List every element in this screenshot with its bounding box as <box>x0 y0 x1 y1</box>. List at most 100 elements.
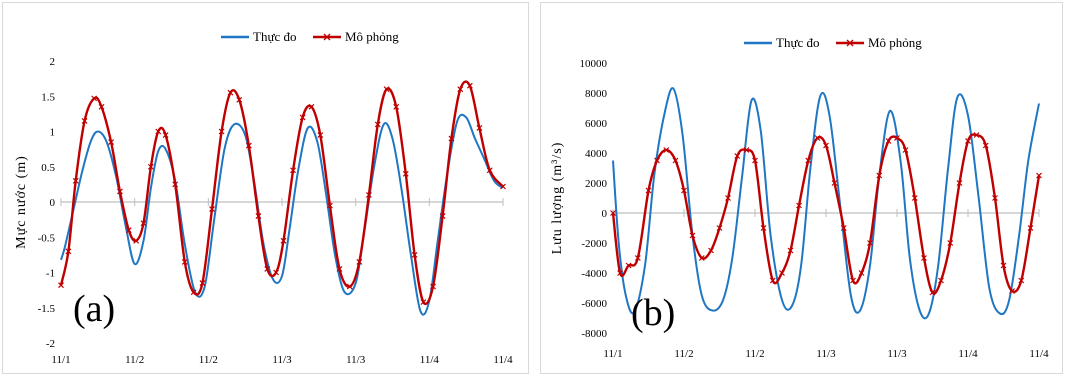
data-point-marker <box>336 266 343 272</box>
data-point-marker <box>911 195 918 201</box>
data-point-marker <box>858 270 865 276</box>
y-tick-label: 10000 <box>580 58 608 70</box>
data-point-marker <box>956 180 963 186</box>
data-point-marker <box>65 248 72 255</box>
data-point-marker <box>708 247 714 254</box>
x-tick-label: 11/3 <box>272 354 292 366</box>
data-point-marker <box>760 225 767 231</box>
data-point-marker <box>457 86 464 93</box>
x-tick-label: 11/2 <box>199 354 218 366</box>
y-tick-label: 0.5 <box>41 162 55 174</box>
data-point-marker <box>72 177 79 184</box>
legend: Thực đo Mô phỏng <box>744 35 922 50</box>
data-point-marker <box>420 299 427 306</box>
data-point-marker <box>280 237 287 244</box>
legend-label-measured: Thực đo <box>253 29 297 44</box>
data-point-marker <box>831 180 838 186</box>
data-point-marker <box>199 280 206 286</box>
data-point-marker <box>299 114 306 121</box>
y-tick-label: -2 <box>46 338 55 350</box>
data-point-marker <box>218 128 225 135</box>
data-point-marker <box>264 266 271 272</box>
y-tick-label: -0.5 <box>38 232 56 244</box>
data-point-marker <box>734 153 741 159</box>
data-point-marker <box>947 240 954 246</box>
legend: Thực đo Mô phỏng <box>221 29 399 44</box>
data-point-marker <box>743 147 750 153</box>
data-point-marker <box>681 187 687 194</box>
y-tick-label: -1.5 <box>38 303 56 315</box>
data-point-marker <box>973 132 980 138</box>
data-point-marker <box>383 86 390 93</box>
chart-panel-a: 2 1.5 1 0.5 0 -0.5 -1 -1.5 -2 11/1 11/2 11/2 11/3 11/… <box>2 2 529 374</box>
data-point-marker <box>155 128 162 135</box>
data-point-marker <box>147 163 154 170</box>
data-point-marker <box>393 103 400 110</box>
data-point-marker <box>885 138 892 144</box>
data-point-marker <box>346 283 353 290</box>
data-point-marker <box>1036 172 1042 179</box>
y-tick-label: -2000 <box>581 238 607 250</box>
data-point-marker <box>663 147 670 153</box>
data-point-marker <box>81 118 88 124</box>
data-point-marker <box>645 187 652 194</box>
data-point-marker <box>486 167 493 174</box>
x-tick-label: 11/3 <box>816 348 836 360</box>
x-tick-label: 11/4 <box>958 348 978 360</box>
series-line-measured <box>60 113 504 316</box>
data-point-marker <box>402 170 409 177</box>
data-point-marker <box>448 135 455 142</box>
data-point-marker <box>190 289 197 296</box>
data-point-marker <box>921 255 927 261</box>
y-tick-label: 2 <box>50 56 56 68</box>
data-point-marker <box>610 210 616 216</box>
data-point-marker <box>814 135 821 141</box>
chart-a-svg: 2 1.5 1 0.5 0 -0.5 -1 -1.5 -2 11/1 11/2 11/2 11/3 11/… <box>14 29 513 366</box>
x-tick-label: 11/4 <box>420 354 440 366</box>
data-point-marker <box>273 269 280 276</box>
data-point-marker <box>840 225 847 231</box>
data-point-marker <box>725 195 731 201</box>
x-tick-label: 11/2 <box>125 354 144 366</box>
series-line-simulated <box>59 80 504 306</box>
data-point-marker <box>162 132 169 138</box>
data-point-marker <box>466 82 473 89</box>
data-point-marker <box>894 135 900 141</box>
data-point-marker <box>374 121 381 128</box>
data-point-marker <box>850 277 856 284</box>
data-point-marker <box>698 255 705 261</box>
y-tick-label: -1 <box>46 268 55 280</box>
data-point-marker <box>133 237 140 244</box>
data-point-marker <box>411 251 418 258</box>
data-point-marker <box>117 188 123 195</box>
x-tick-label: 11/2 <box>745 348 764 360</box>
data-point-marker <box>227 89 234 96</box>
x-tick-label: 11/1 <box>51 354 70 366</box>
y-tick-label: -4000 <box>581 268 607 280</box>
data-point-marker <box>689 232 696 239</box>
data-point-marker <box>796 202 802 209</box>
data-point-marker <box>625 262 632 269</box>
data-point-marker <box>500 183 506 190</box>
x-tick-label: 11/4 <box>493 354 513 366</box>
data-point-marker <box>1009 288 1015 294</box>
data-point-marker <box>876 172 883 179</box>
chart-panel-b: 10000 8000 6000 4000 2000 0 -2000 -4000 -6000 -80… <box>540 2 1063 374</box>
data-point-marker <box>902 147 909 153</box>
data-point-marker <box>236 96 243 103</box>
data-point-marker <box>366 192 372 198</box>
data-point-marker <box>992 195 998 201</box>
y-tick-label: 8000 <box>585 88 608 100</box>
data-point-marker <box>91 95 98 102</box>
y-axis-label: Mực nước (m) <box>14 155 29 249</box>
data-point-marker <box>98 103 105 110</box>
y-axis-label: Lưu lượng (m³/s) <box>550 142 565 255</box>
data-point-marker <box>982 142 989 149</box>
data-point-marker <box>439 213 446 220</box>
data-point-marker <box>245 142 252 149</box>
y-tick-label: -6000 <box>581 298 607 310</box>
data-point-marker <box>823 142 829 149</box>
data-point-marker <box>209 206 215 212</box>
legend-label-simulated: Mô phỏng <box>868 35 922 50</box>
y-tick-label: 1.5 <box>41 91 55 103</box>
